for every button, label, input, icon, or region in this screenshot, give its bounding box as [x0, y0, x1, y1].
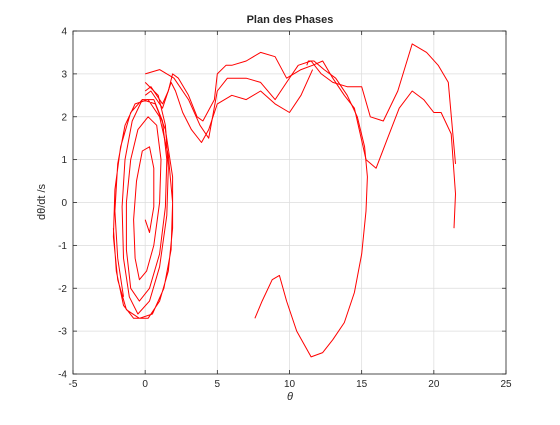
y-tick-label: 1 — [61, 155, 67, 166]
trajectory-line-5 — [254, 60, 368, 358]
y-tick-label: -2 — [58, 284, 67, 295]
x-tick-label: 10 — [284, 379, 296, 390]
grid-lines — [72, 30, 507, 375]
y-tick-label: 3 — [61, 69, 67, 80]
y-tick-label: 0 — [61, 198, 67, 209]
trajectory-line-2 — [112, 99, 174, 319]
trajectory-line-6 — [144, 69, 314, 143]
y-axis-label: dθ/dt /s — [36, 183, 48, 220]
y-tick-label: -1 — [58, 241, 67, 252]
x-tick-label: 25 — [500, 379, 512, 390]
trajectory-line-4 — [145, 43, 456, 164]
chart-title: Plan des Phases — [247, 14, 334, 26]
y-tick-label: 4 — [61, 27, 67, 38]
y-tick-label: -4 — [58, 370, 67, 381]
ticks — [72, 30, 507, 375]
x-tick-label: 0 — [142, 379, 148, 390]
x-tick-label: 5 — [215, 379, 221, 390]
x-axis-label: θ — [287, 391, 293, 403]
trajectory-line-1 — [121, 82, 169, 315]
tick-labels: -5 0 5 10 15 20 25 -4 -3 -2 -1 0 1 2 3 4 — [58, 27, 512, 391]
x-tick-label: 20 — [428, 379, 440, 390]
x-tick-label: 15 — [356, 379, 368, 390]
x-tick-label: -5 — [69, 379, 78, 390]
y-tick-label: 2 — [61, 112, 67, 123]
trajectory-line-3 — [144, 51, 456, 229]
y-tick-label: -3 — [58, 327, 67, 338]
series-group — [112, 43, 456, 358]
